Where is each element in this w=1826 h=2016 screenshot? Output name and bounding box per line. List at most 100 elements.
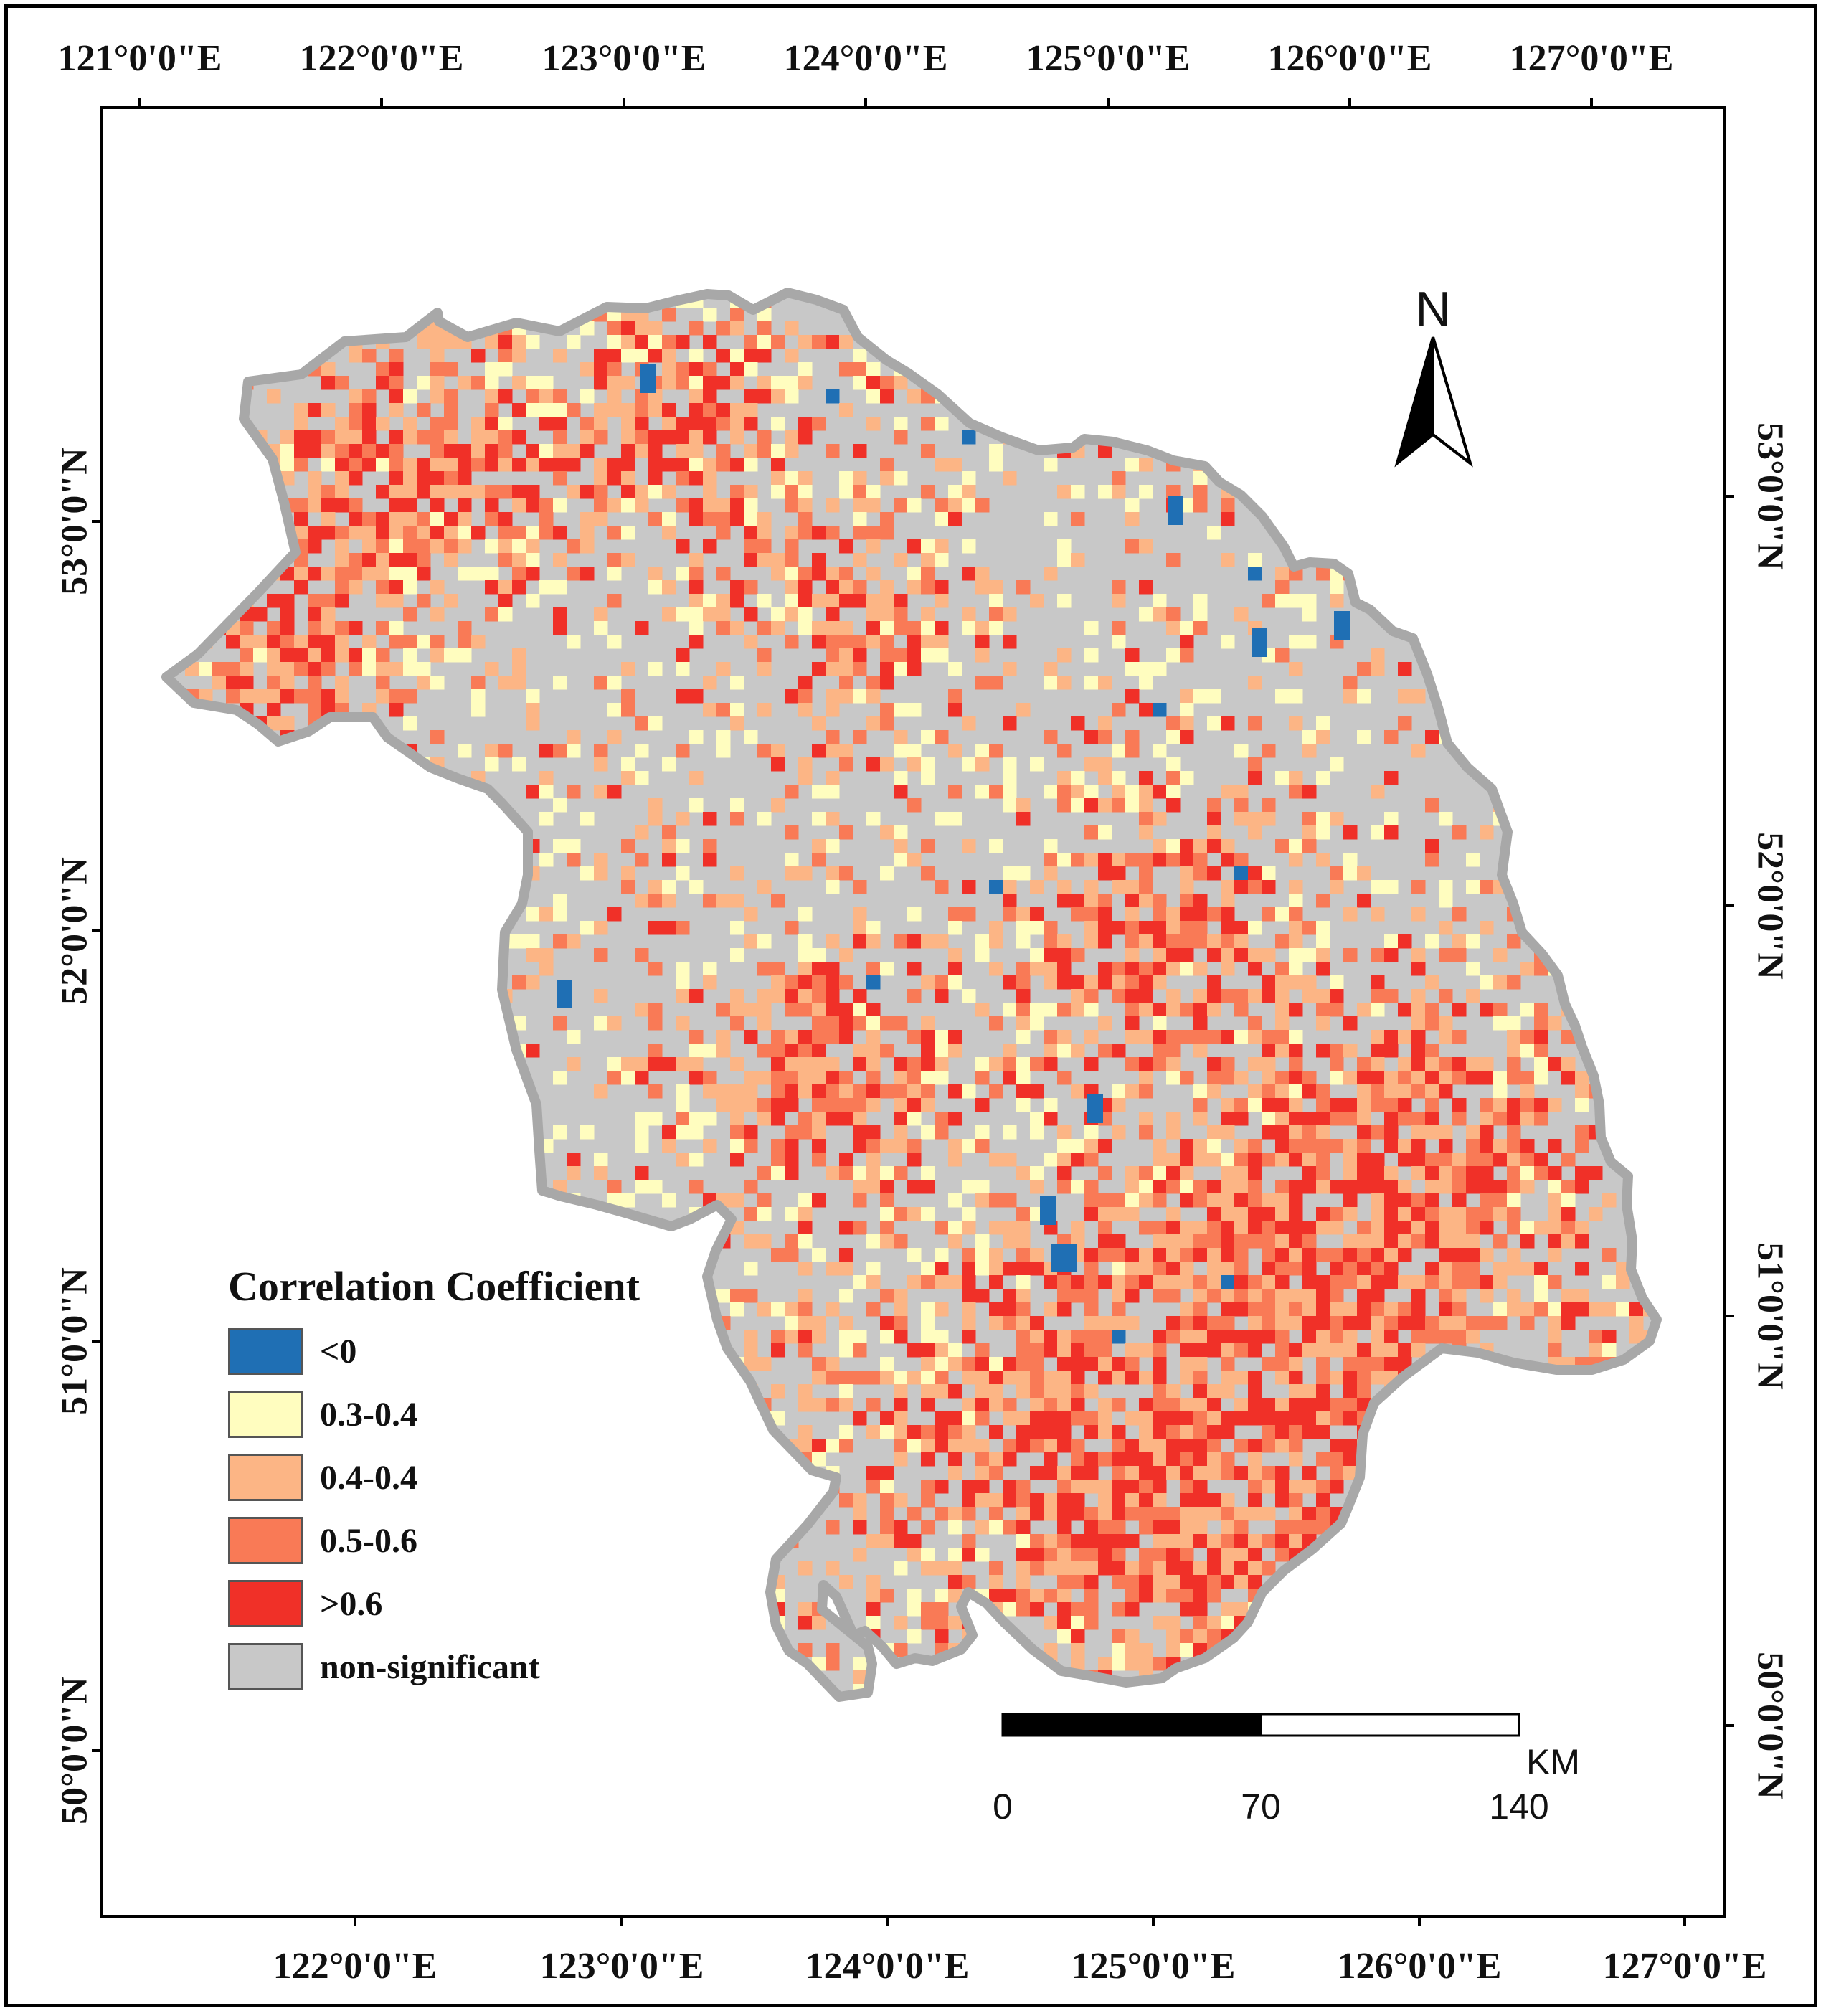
raster-cell: [621, 430, 635, 445]
raster-cell: [1507, 580, 1521, 595]
raster-cell: [853, 662, 867, 676]
raster-cell: [744, 335, 758, 349]
raster-cell: [771, 798, 785, 813]
raster-cell: [1629, 1125, 1644, 1140]
raster-cell: [716, 1548, 731, 1562]
raster-cell: [1371, 567, 1385, 581]
raster-cell: [430, 389, 445, 404]
raster-cell: [866, 1084, 881, 1099]
raster-cell: [171, 417, 186, 431]
raster-cell: [471, 458, 486, 472]
raster-cell: [430, 539, 445, 554]
raster-cell: [553, 1016, 567, 1031]
raster-cell: [798, 1057, 813, 1071]
raster-cell: [1357, 417, 1371, 431]
raster-cell: [280, 607, 295, 622]
raster-cell: [1275, 389, 1290, 404]
raster-cell: [1507, 444, 1521, 458]
raster-cell: [1071, 1180, 1085, 1194]
raster-cell: [785, 1207, 799, 1221]
raster-cell: [1343, 1234, 1358, 1249]
raster-cell: [526, 553, 540, 567]
raster-cell: [1480, 1411, 1494, 1426]
raster-cell: [921, 580, 935, 595]
raster-cell: [1166, 1384, 1181, 1399]
raster-cell: [648, 921, 663, 935]
raster-cell: [1520, 498, 1535, 513]
raster-cell: [1180, 1316, 1194, 1330]
raster-cell: [1643, 744, 1657, 758]
raster-cell: [253, 825, 268, 840]
raster-cell: [894, 662, 908, 676]
raster-cell: [1439, 1302, 1453, 1317]
raster-cell: [907, 1589, 922, 1603]
raster-cell: [1016, 1371, 1031, 1385]
raster-cell: [1561, 839, 1576, 853]
raster-cell: [1071, 1602, 1085, 1617]
raster-cell: [812, 335, 826, 349]
raster-cell: [744, 907, 758, 922]
raster-cell: [880, 635, 894, 649]
raster-cell: [1098, 1534, 1112, 1548]
raster-cell: [962, 907, 976, 922]
raster-cell: [335, 308, 349, 322]
raster-cell: [1548, 1098, 1562, 1112]
raster-cell: [880, 1480, 894, 1494]
raster-cell: [1602, 1425, 1617, 1439]
raster-cell: [744, 1343, 758, 1358]
raster-cell: [417, 594, 431, 608]
raster-cell: [1030, 1016, 1044, 1031]
raster-cell: [1003, 894, 1017, 908]
raster-cell: [212, 825, 227, 840]
raster-cell: [785, 471, 799, 486]
raster-cell: [662, 417, 676, 431]
raster-cell: [935, 1425, 949, 1439]
raster-cell: [389, 362, 404, 377]
raster-cell: [703, 1044, 717, 1058]
raster-cell: [1044, 948, 1058, 962]
raster-cell: [362, 975, 377, 990]
raster-cell: [635, 1125, 649, 1140]
raster-cell: [458, 567, 472, 581]
raster-cell: [1616, 1575, 1630, 1589]
raster-cell: [1139, 1343, 1153, 1358]
raster-cell: [1616, 866, 1630, 881]
raster-cell: [308, 853, 322, 867]
raster-cell: [839, 1398, 853, 1412]
raster-cell: [321, 1153, 336, 1167]
raster-cell: [1534, 1589, 1548, 1603]
raster-cell: [866, 1589, 881, 1603]
raster-cell: [1330, 362, 1344, 377]
raster-cell: [1207, 376, 1221, 390]
raster-cell: [948, 1411, 962, 1426]
raster-cell: [498, 362, 513, 377]
raster-cell: [689, 1180, 704, 1194]
raster-cell: [267, 621, 281, 635]
raster-cell: [1166, 1207, 1181, 1221]
raster-cell: [1316, 1384, 1330, 1399]
raster-cell: [1357, 1057, 1371, 1071]
raster-cell: [240, 485, 254, 499]
raster-cell: [1275, 1180, 1290, 1194]
raster-cell: [907, 934, 922, 949]
raster-cell: [689, 1234, 704, 1249]
raster-cell: [1193, 1371, 1208, 1385]
raster-cell: [553, 403, 567, 417]
raster-cell: [703, 308, 717, 322]
raster-cell: [1371, 1466, 1385, 1480]
raster-cell: [757, 1193, 772, 1208]
raster-cell: [1289, 1044, 1303, 1058]
raster-cell: [1098, 1193, 1112, 1208]
raster-cell: [662, 458, 676, 472]
raster-cell: [1330, 403, 1344, 417]
raster-cell: [1452, 1452, 1467, 1467]
raster-cell: [1030, 880, 1044, 894]
raster-cell: [948, 1193, 962, 1208]
raster-cell: [512, 335, 526, 349]
raster-cell: [1452, 1398, 1467, 1412]
raster-cell: [212, 485, 227, 499]
raster-cell: [744, 1139, 758, 1153]
raster-cell: [1520, 757, 1535, 772]
raster-cell: [1275, 1044, 1290, 1058]
raster-cell: [1139, 430, 1153, 445]
